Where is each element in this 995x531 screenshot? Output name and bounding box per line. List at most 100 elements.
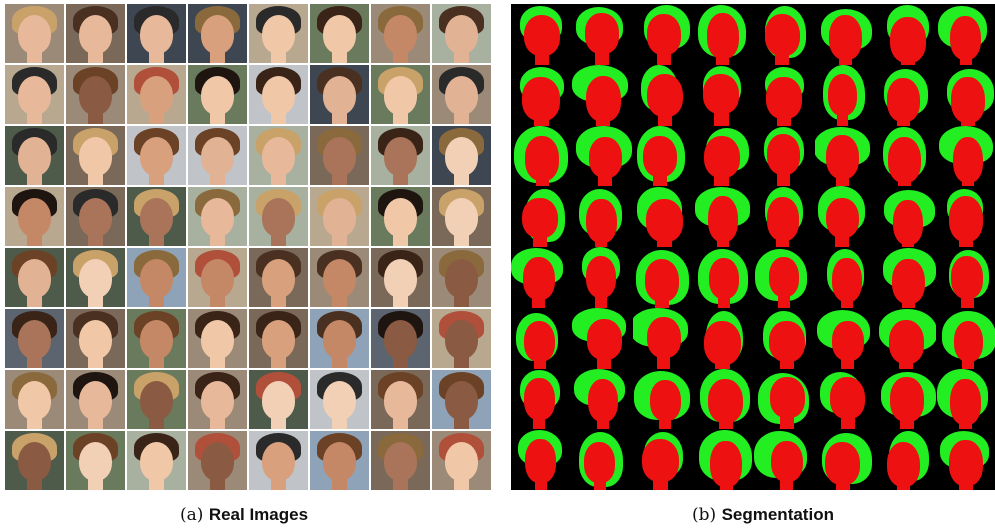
- face-photo-face: [261, 197, 295, 237]
- face-photo-face: [200, 75, 234, 115]
- segmentation-mask: [571, 125, 633, 187]
- face-photo: [249, 126, 308, 185]
- face-mask: [950, 15, 982, 61]
- face-mask: [585, 76, 621, 122]
- face-photo: [127, 126, 186, 185]
- face-mask: [586, 319, 623, 360]
- segmentation-mask: [632, 429, 694, 490]
- segmentation-mask: [814, 429, 876, 490]
- face-photo: [371, 126, 430, 185]
- face-mask: [766, 76, 802, 119]
- face-mask: [646, 13, 681, 55]
- segmentation-mask: [571, 247, 633, 308]
- segmentation-mask: [571, 368, 633, 430]
- face-mask: [650, 379, 681, 422]
- face-mask: [645, 199, 683, 243]
- segmentation-mask: [693, 4, 754, 65]
- face-photo-face: [322, 14, 356, 54]
- face-photo-face: [383, 136, 417, 176]
- face-mask: [953, 321, 984, 362]
- segmentation-mask: [511, 4, 572, 65]
- segmentation-mask: [511, 186, 572, 247]
- face-photo-face: [383, 197, 417, 237]
- face-mask: [770, 440, 803, 483]
- face-photo: [310, 431, 369, 490]
- face-photo-face: [139, 258, 173, 298]
- face-photo-face: [444, 75, 478, 115]
- face-photo: [310, 4, 369, 63]
- segmentation-mask: [693, 64, 754, 126]
- face-photo-face: [17, 380, 51, 420]
- face-photo-face: [78, 14, 112, 54]
- face-photo-face: [444, 197, 478, 237]
- segmentation-mask: [875, 429, 937, 490]
- face-photo-face: [322, 441, 356, 481]
- face-photo-face: [322, 75, 356, 115]
- segmentation-mask: [814, 307, 876, 369]
- face-photo: [371, 4, 430, 63]
- face-mask: [951, 255, 984, 299]
- face-photo: [66, 4, 125, 63]
- face-photo: [371, 309, 430, 368]
- face-photo: [127, 309, 186, 368]
- face-photo: [310, 126, 369, 185]
- face-photo: [249, 370, 308, 429]
- neck-mask: [595, 295, 608, 308]
- face-mask: [708, 378, 744, 423]
- segmentation-mask: [693, 125, 754, 187]
- segmentation-mask: [875, 307, 937, 369]
- face-photo-face: [261, 380, 295, 420]
- face-photo: [249, 187, 308, 246]
- neck-mask: [595, 52, 609, 65]
- face-photo: [371, 65, 430, 124]
- face-photo: [127, 187, 186, 246]
- face-photo: [5, 370, 64, 429]
- segmentation-mask: [511, 368, 572, 430]
- neck-mask: [840, 417, 855, 430]
- segmentation-mask: [693, 186, 754, 247]
- segmentation-mask: [754, 64, 815, 126]
- segmentation-mask: [571, 4, 633, 65]
- segmentation-mask: [754, 307, 815, 369]
- face-photo-face: [78, 75, 112, 115]
- face-photo-face: [78, 441, 112, 481]
- face-mask: [646, 316, 681, 359]
- face-photo: [66, 431, 125, 490]
- face-photo-face: [322, 380, 356, 420]
- face-photo-face: [383, 258, 417, 298]
- face-photo: [310, 187, 369, 246]
- face-mask: [830, 377, 866, 419]
- face-photo: [432, 309, 491, 368]
- face-mask: [887, 137, 921, 183]
- face-photo-face: [139, 380, 173, 420]
- neck-mask: [836, 113, 849, 126]
- face-photo: [188, 187, 247, 246]
- face-photo-face: [17, 319, 51, 359]
- face-photo-face: [200, 258, 234, 298]
- segmentation-mask: [754, 4, 815, 65]
- face-mask: [588, 137, 622, 179]
- face-mask: [523, 14, 561, 57]
- face-mask: [525, 439, 557, 483]
- neck-mask: [714, 113, 729, 126]
- face-mask: [828, 14, 862, 60]
- face-mask: [708, 257, 739, 299]
- face-photo: [5, 65, 64, 124]
- face-photo-face: [78, 380, 112, 420]
- face-photo-face: [200, 197, 234, 237]
- real-images-grid: [5, 4, 491, 490]
- face-photo: [188, 65, 247, 124]
- face-mask: [703, 135, 740, 179]
- face-photo: [5, 4, 64, 63]
- segmentation-mask: [693, 429, 754, 490]
- face-mask: [886, 441, 921, 488]
- face-mask: [948, 196, 984, 243]
- segmentation-mask: [632, 368, 694, 430]
- face-photo-face: [17, 197, 51, 237]
- segmentation-panel: [511, 4, 995, 490]
- face-photo: [249, 248, 308, 307]
- face-mask: [825, 441, 861, 486]
- face-photo: [432, 431, 491, 490]
- face-mask: [766, 134, 801, 175]
- face-photo: [310, 248, 369, 307]
